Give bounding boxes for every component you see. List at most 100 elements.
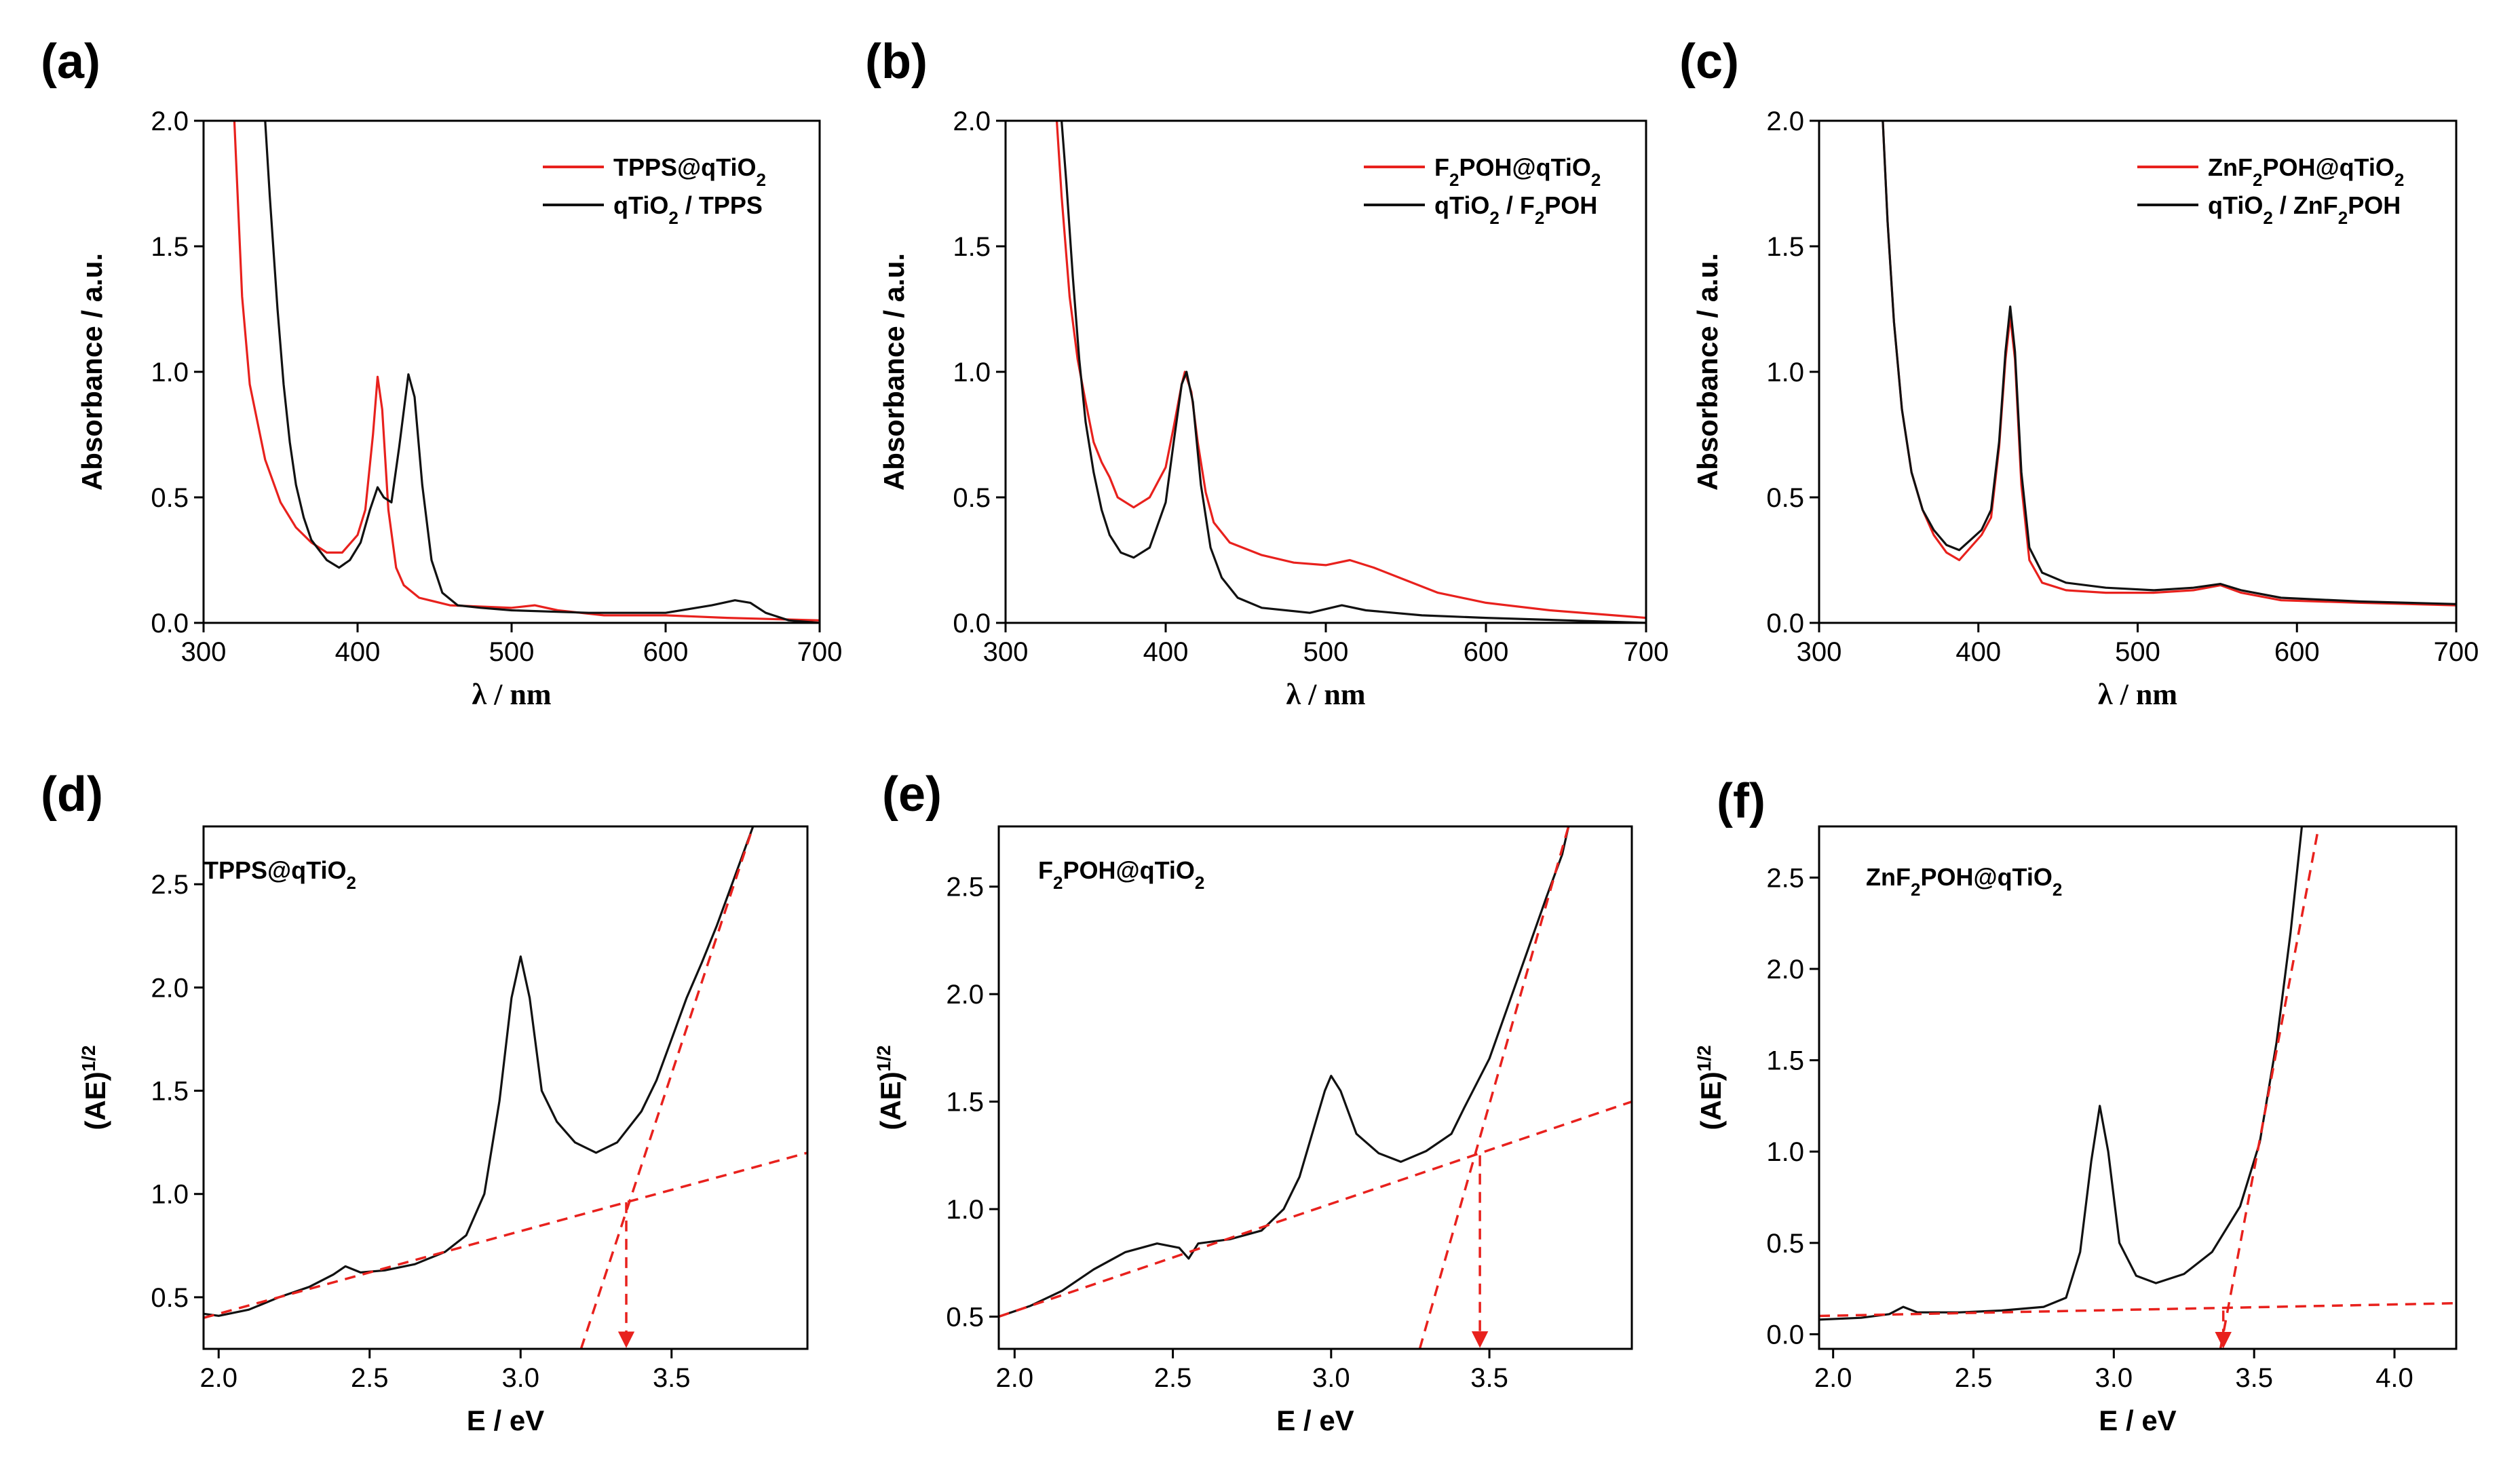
x-axis-label: λ / nm xyxy=(472,678,552,711)
series-line-0 xyxy=(1819,826,2304,1321)
series-line-1 xyxy=(1061,121,1646,623)
x-tick-label: 300 xyxy=(983,637,1029,667)
series-line-0 xyxy=(999,826,1570,1318)
y-tick-label: 0.5 xyxy=(151,483,189,513)
series-line-1 xyxy=(999,1100,1632,1318)
y-tick-label: 1.0 xyxy=(151,358,189,387)
y-tick-label: 0.0 xyxy=(1766,609,1804,638)
panel-label: (e) xyxy=(882,767,942,822)
x-axis-label: λ / nm xyxy=(1286,678,1366,711)
y-tick-label: 2.0 xyxy=(1766,955,1804,985)
chart-panel-f: (f) 2.0 2.5 3.0 3.5 4.0 0.0 0.5 1.0 1.5 2.0 2.5 E / … xyxy=(1694,774,2458,1436)
x-tick-label: 500 xyxy=(1303,637,1349,667)
inset-sample-label: F2POH@qTiO2 xyxy=(1038,856,1204,893)
x-tick-label: 400 xyxy=(1143,637,1189,667)
legend-entry-label: qTiO2 / ZnF2POH xyxy=(2208,191,2401,228)
panel-label: (d) xyxy=(41,767,103,822)
y-tick-label: 2.0 xyxy=(1766,107,1804,136)
y-axis-label: Absorbance / a.u. xyxy=(878,253,910,491)
y-tick-label: 1.5 xyxy=(1766,1046,1804,1076)
x-tick-label: 4.0 xyxy=(2375,1363,2413,1393)
y-tick-label: 1.0 xyxy=(1766,1137,1804,1167)
x-axis-label: E / eV xyxy=(2099,1405,2176,1436)
y-tick-label: 2.0 xyxy=(151,107,189,136)
x-tick-label: 600 xyxy=(643,637,689,667)
y-tick-label: 2.5 xyxy=(1766,863,1804,893)
y-axis-label: Absorbance / a.u. xyxy=(76,253,108,491)
series-line-1 xyxy=(264,121,820,623)
plot-frame xyxy=(202,825,809,1350)
inset-sample-label: TPPS@qTiO2 xyxy=(204,856,356,893)
x-tick-label: 2.5 xyxy=(1955,1363,1993,1393)
y-tick-label: 0.0 xyxy=(953,609,991,638)
x-tick-label: 400 xyxy=(1955,637,2001,667)
y-tick-label: 2.5 xyxy=(946,873,984,902)
y-tick-label: 1.5 xyxy=(151,1077,189,1107)
series-line-1 xyxy=(1819,1301,2456,1318)
plot-frame xyxy=(997,825,1633,1350)
panel-label: (c) xyxy=(1679,35,1739,89)
x-tick-label: 500 xyxy=(489,637,535,667)
y-axis-label: (AE)1/2 xyxy=(873,1045,907,1130)
x-tick-label: 600 xyxy=(2274,637,2320,667)
legend-entry-label: ZnF2POH@qTiO2 xyxy=(2208,153,2404,190)
series-group xyxy=(1882,121,2456,607)
y-tick-label: 1.0 xyxy=(953,358,991,387)
y-tick-label: 0.0 xyxy=(151,609,189,638)
y-tick-label: 0.5 xyxy=(953,483,991,513)
x-axis-label: E / eV xyxy=(467,1405,544,1436)
y-tick-label: 2.0 xyxy=(953,107,991,136)
y-tick-label: 0.0 xyxy=(1766,1320,1804,1350)
series-line-0 xyxy=(233,121,820,622)
y-tick-label: 2.0 xyxy=(946,980,984,1010)
y-tick-label: 1.0 xyxy=(1766,358,1804,387)
y-tick-label: 1.5 xyxy=(953,232,991,262)
y-tick-label: 1.5 xyxy=(946,1088,984,1117)
x-tick-label: 700 xyxy=(2434,637,2479,667)
y-tick-label: 0.5 xyxy=(151,1283,189,1313)
y-tick-label: 0.5 xyxy=(946,1302,984,1332)
x-tick-label: 700 xyxy=(797,637,843,667)
x-axis-label: λ / nm xyxy=(2098,678,2177,711)
y-tick-label: 0.5 xyxy=(1766,483,1804,513)
x-tick-label: 600 xyxy=(1464,637,1509,667)
legend-entry-label: qTiO2 / TPPS xyxy=(613,191,763,228)
chart-panel-a: (a) 300 400 500 600 700 0.0 0.5 1.0 1.5 2.0 λ / nm A… xyxy=(41,35,842,711)
panel-label: (f) xyxy=(1717,774,1765,828)
series-line-2 xyxy=(2219,826,2321,1349)
x-tick-label: 700 xyxy=(1624,637,1669,667)
series-line-2 xyxy=(579,826,755,1349)
y-axis-label: Absorbance / a.u. xyxy=(1692,253,1723,491)
legend-entry-label: F2POH@qTiO2 xyxy=(1434,153,1601,190)
x-axis-label: E / eV xyxy=(1276,1405,1354,1436)
chart-panel-d: (d) 2.0 2.5 3.0 3.5 0.5 1.0 1.5 2.0 2.5 E / eV (AE)… xyxy=(41,767,809,1436)
x-tick-label: 2.0 xyxy=(199,1363,237,1393)
y-tick-label: 0.5 xyxy=(1766,1229,1804,1259)
panel-label: (a) xyxy=(41,35,100,89)
x-tick-label: 2.5 xyxy=(1154,1363,1192,1393)
series-line-1 xyxy=(204,1151,807,1319)
chart-panel-b: (b) 300 400 500 600 700 0.0 0.5 1.0 1.5 2.0 λ / nm A… xyxy=(865,35,1668,711)
y-tick-label: 1.5 xyxy=(1766,232,1804,262)
x-tick-label: 500 xyxy=(2115,637,2160,667)
series-line-1 xyxy=(1882,121,2456,605)
panel-label: (b) xyxy=(865,35,928,89)
x-tick-label: 3.5 xyxy=(1470,1363,1508,1393)
y-axis-label: (AE)1/2 xyxy=(1694,1045,1727,1130)
series-group xyxy=(1819,826,2456,1349)
series-group xyxy=(999,826,1632,1349)
x-tick-label: 300 xyxy=(1797,637,1842,667)
x-tick-label: 3.5 xyxy=(2235,1363,2273,1393)
series-group xyxy=(233,121,820,623)
y-tick-label: 1.0 xyxy=(946,1195,984,1225)
y-tick-label: 2.5 xyxy=(151,870,189,900)
inset-sample-label: ZnF2POH@qTiO2 xyxy=(1866,863,2062,900)
plot-frame xyxy=(1818,825,2458,1350)
legend-entry-label: TPPS@qTiO2 xyxy=(613,153,766,190)
series-group xyxy=(204,826,807,1349)
x-tick-label: 3.5 xyxy=(653,1363,691,1393)
series-group xyxy=(1055,121,1646,623)
